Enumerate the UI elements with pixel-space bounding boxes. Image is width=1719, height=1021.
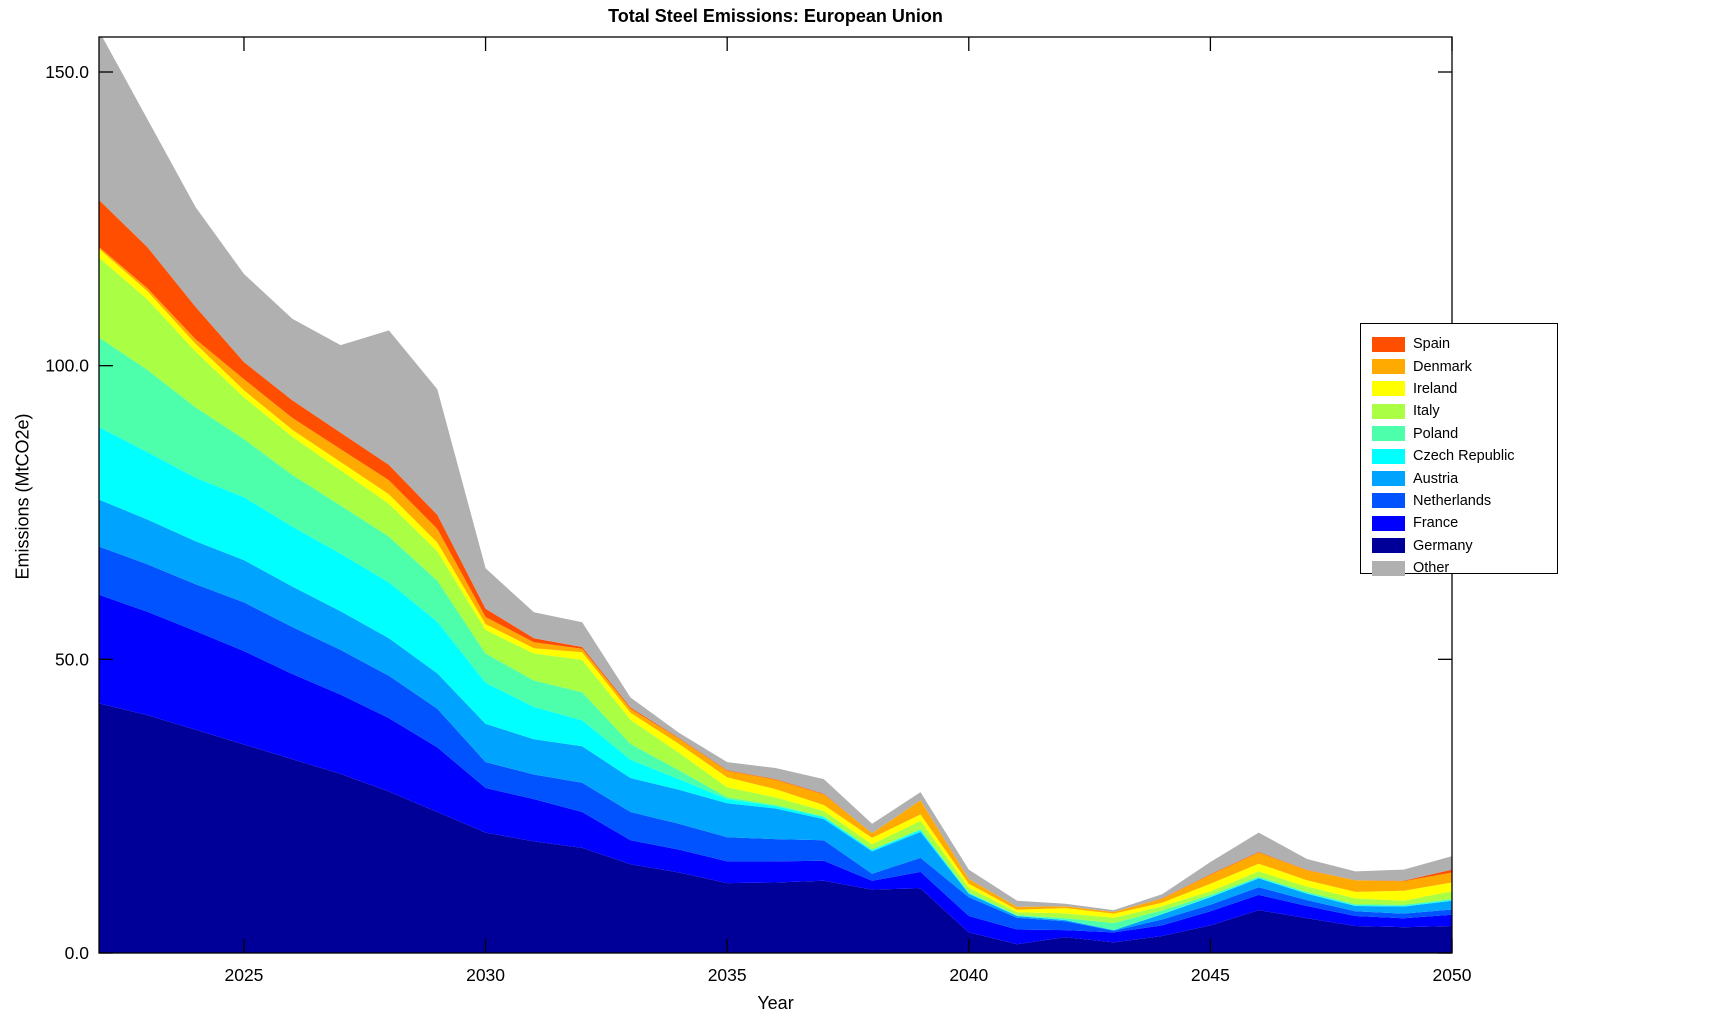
area-netherlands [99,546,1452,933]
x-axis-label: Year [757,993,794,1013]
legend-swatch [1372,448,1405,464]
legend-item-czech-republic: Czech Republic [1361,445,1557,467]
legend-label: France [1413,515,1459,532]
y-tick-label: 50.0 [55,649,89,669]
legend-label: Denmark [1413,358,1472,375]
legend-swatch [1372,560,1405,576]
y-tick-label: 100.0 [45,356,89,376]
legend-item-ireland: Ireland [1361,378,1557,400]
legend-label: Spain [1413,336,1451,353]
legend-label: Other [1413,560,1450,577]
legend-swatch [1372,381,1405,397]
legend-swatch [1372,538,1405,554]
legend-label: Poland [1413,425,1459,442]
x-tick-label: 2045 [1191,965,1230,985]
legend-swatch [1372,471,1405,487]
legend-item-spain: Spain [1361,333,1557,355]
legend-label: Netherlands [1413,492,1492,509]
legend-item-austria: Austria [1361,467,1557,489]
area-germany [99,703,1452,953]
legend-item-poland: Poland [1361,423,1557,445]
x-tick-label: 2030 [466,965,505,985]
legend-item-other: Other [1361,557,1557,579]
y-tick-label: 150.0 [45,62,89,82]
legend-label: Ireland [1413,380,1458,397]
legend-swatch [1372,336,1405,352]
legend: Spain Denmark Ireland Italy Poland Czech Repu… [1360,323,1558,576]
legend-item-germany: Germany [1361,535,1557,557]
legend-label: Austria [1413,470,1459,487]
y-axis-label: Emissions (MtCO2e) [12,413,33,580]
legend-swatch [1372,515,1405,531]
legend-swatch [1372,359,1405,375]
legend-label: Czech Republic [1413,448,1515,465]
legend-swatch [1372,403,1405,419]
x-tick-label: 2050 [1433,965,1472,985]
area-denmark [99,247,1452,914]
legend-swatch [1372,426,1405,442]
x-tick-label: 2025 [224,965,263,985]
area-france [99,594,1452,945]
legend-item-france: France [1361,512,1557,534]
legend-swatch [1372,493,1405,509]
legend-label: Italy [1413,403,1440,420]
y-tick-label: 0.0 [65,943,90,963]
legend-item-netherlands: Netherlands [1361,490,1557,512]
legend-item-italy: Italy [1361,400,1557,422]
chart-title: Total Steel Emissions: European Union [608,6,943,26]
x-tick-label: 2035 [708,965,747,985]
legend-label: Germany [1413,537,1473,554]
x-tick-label: 2040 [949,965,988,985]
legend-item-denmark: Denmark [1361,355,1557,377]
